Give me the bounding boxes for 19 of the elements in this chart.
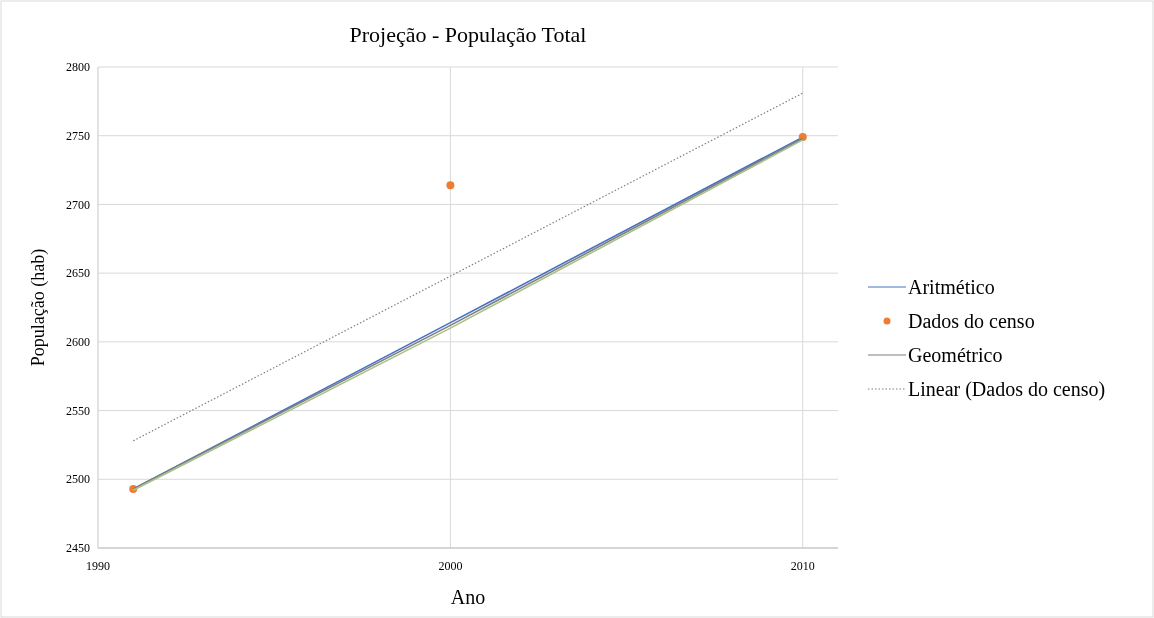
y-tick-label: 2550: [66, 403, 90, 418]
point: [446, 181, 455, 190]
y-tick-label: 2750: [66, 128, 90, 143]
x-tick-label: 2010: [790, 559, 815, 573]
x-axis-title: Ano: [450, 586, 486, 608]
x-tick-label: 1990: [86, 559, 110, 573]
y-axis-title: População (hab): [28, 248, 49, 367]
y-tick-label: 2800: [66, 60, 90, 75]
y-tick-label: 2600: [66, 335, 90, 350]
y-tick-label: 2450: [66, 541, 90, 556]
legend-label: Dados do censo: [908, 310, 1035, 332]
x-tick-label: 2000: [438, 559, 463, 573]
y-tick-label: 2650: [66, 266, 90, 281]
legend-label: Aritmético: [908, 276, 995, 298]
y-tick-label: 2700: [66, 197, 90, 212]
legend-label: Geométrico: [908, 344, 1003, 366]
y-tick-label: 2500: [66, 472, 90, 487]
chart-title: Projeção - População Total: [349, 22, 587, 47]
legend-label: Linear (Dados do censo): [908, 378, 1106, 401]
